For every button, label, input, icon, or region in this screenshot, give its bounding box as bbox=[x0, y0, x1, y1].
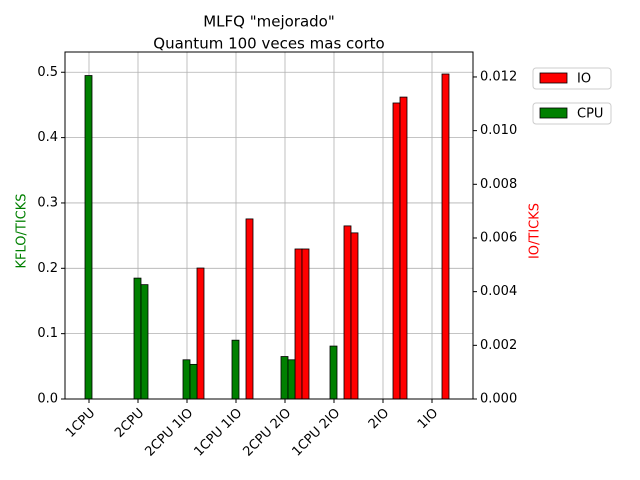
bar bbox=[343, 225, 352, 400]
chart-title: MLFQ "mejorado" bbox=[203, 13, 335, 31]
y-tick-label: 0.5 bbox=[37, 65, 58, 80]
bar bbox=[301, 248, 310, 400]
bar bbox=[329, 345, 338, 400]
y2-tick-label: 0.002 bbox=[480, 338, 517, 353]
y2-tick-label: 0.008 bbox=[480, 177, 517, 192]
bar bbox=[84, 75, 93, 400]
x-tick-label: 2IO bbox=[366, 406, 392, 432]
y2-tick-label: 0.012 bbox=[480, 69, 517, 84]
legend-swatch bbox=[539, 107, 568, 119]
bar bbox=[133, 277, 142, 400]
legend-swatch bbox=[539, 72, 568, 84]
bar bbox=[245, 218, 254, 400]
x-tick-label: 2CPU 2IO bbox=[240, 406, 294, 460]
y-tick-label: 0.2 bbox=[37, 261, 58, 276]
y-axis-label: KFLO/TICKS bbox=[15, 193, 30, 268]
x-tick-label: 2CPU 1IO bbox=[142, 406, 196, 460]
bar bbox=[294, 248, 303, 400]
x-tick-label: 1CPU 2IO bbox=[289, 406, 343, 460]
legend-label: IO bbox=[577, 72, 591, 87]
bar bbox=[280, 356, 289, 400]
y-tick-label: 0.4 bbox=[37, 130, 58, 145]
bar bbox=[441, 73, 450, 400]
bar bbox=[287, 359, 296, 400]
y-tick-label: 0.3 bbox=[37, 195, 58, 210]
bar bbox=[392, 102, 401, 400]
legend-label: CPU bbox=[577, 107, 603, 122]
bar bbox=[189, 363, 198, 400]
y2-tick-label: 0.010 bbox=[480, 123, 517, 138]
plot-frame bbox=[64, 51, 474, 400]
bar bbox=[182, 359, 191, 400]
x-tick-label: 1CPU 1IO bbox=[191, 406, 245, 460]
x-tick-label: 2CPU bbox=[112, 406, 147, 441]
x-tick-label: 1CPU bbox=[63, 406, 98, 441]
bar bbox=[350, 232, 359, 400]
y2-tick-label: 0.000 bbox=[480, 392, 517, 407]
bar bbox=[399, 96, 408, 400]
y2-tick-label: 0.006 bbox=[480, 230, 517, 245]
x-tick-label: 1IO bbox=[415, 406, 441, 432]
bar bbox=[231, 339, 240, 400]
chart-subtitle: Quantum 100 veces mas corto bbox=[153, 35, 384, 53]
y2-axis-label: IO/TICKS bbox=[528, 203, 543, 259]
bar bbox=[196, 267, 205, 400]
y-tick-label: 0.1 bbox=[37, 326, 58, 341]
y-tick-label: 0.0 bbox=[37, 392, 58, 407]
bar bbox=[140, 284, 149, 400]
y2-tick-label: 0.004 bbox=[480, 284, 517, 299]
